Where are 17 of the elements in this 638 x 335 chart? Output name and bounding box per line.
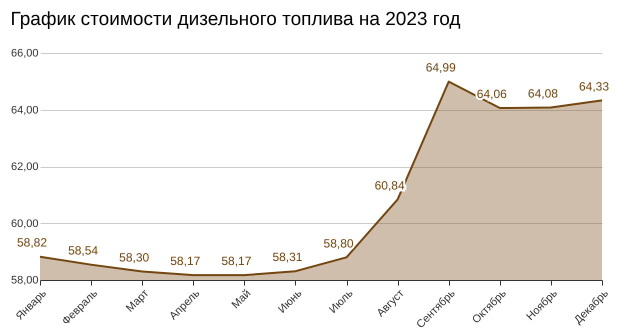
data-label: 58,30 bbox=[119, 250, 150, 264]
y-tick-label: 64,00 bbox=[10, 104, 38, 116]
data-label: 64,33 bbox=[578, 79, 610, 94]
y-tick-label: 60,00 bbox=[10, 218, 38, 230]
data-label: 58,17 bbox=[170, 254, 201, 268]
y-tick-label: 62,00 bbox=[10, 161, 38, 173]
data-label: 64,99 bbox=[426, 60, 456, 75]
data-label: 64,08 bbox=[528, 86, 558, 100]
y-tick-label: 58,00 bbox=[10, 274, 38, 286]
data-label: 64,06 bbox=[476, 87, 508, 102]
data-label: 58,54 bbox=[68, 244, 98, 258]
y-tick-label: 66,00 bbox=[10, 48, 38, 60]
data-label: 58,82 bbox=[16, 236, 48, 250]
data-label: 58,17 bbox=[221, 254, 252, 268]
chart-title: График стоимости дизельного топлива на 2023 год bbox=[10, 9, 461, 30]
data-label: 58,31 bbox=[272, 250, 303, 264]
data-label: 58,80 bbox=[324, 236, 354, 250]
